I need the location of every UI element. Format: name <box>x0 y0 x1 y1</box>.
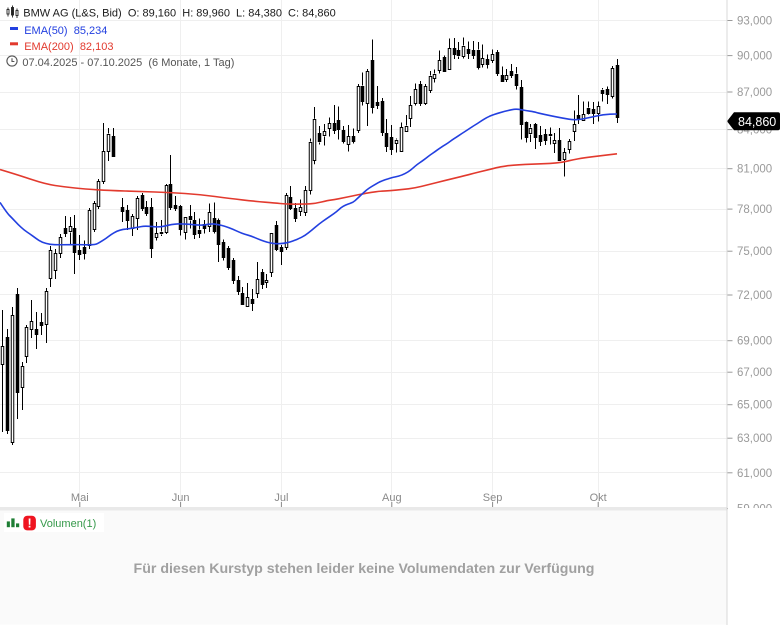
svg-text:EMA(50) 85,234: EMA(50) 85,234 <box>24 25 107 37</box>
svg-text:87,000: 87,000 <box>737 87 772 99</box>
svg-text:07.04.2025 - 07.10.2025 (6 Mo: 07.04.2025 - 07.10.2025 (6 Monate, 1 Tag… <box>22 57 234 69</box>
svg-text:61,000: 61,000 <box>737 468 772 480</box>
svg-text:Volumen(1): Volumen(1) <box>40 518 96 530</box>
svg-text:Jul: Jul <box>274 492 288 504</box>
svg-text:EMA(200) 82,103: EMA(200) 82,103 <box>24 41 113 53</box>
svg-text:65,000: 65,000 <box>737 400 772 412</box>
svg-text:72,000: 72,000 <box>737 290 772 302</box>
svg-text:75,000: 75,000 <box>737 246 772 258</box>
svg-text:63,000: 63,000 <box>737 433 772 445</box>
svg-text:Aug: Aug <box>382 492 402 504</box>
svg-text:Sep: Sep <box>483 492 503 504</box>
svg-text:!: ! <box>28 517 32 531</box>
svg-text:Okt: Okt <box>590 492 607 504</box>
svg-text:78,000: 78,000 <box>737 204 772 216</box>
svg-text:84,860: 84,860 <box>738 115 776 129</box>
svg-text:Jun: Jun <box>172 492 190 504</box>
svg-text:93,000: 93,000 <box>737 16 772 28</box>
svg-text:BMW AG (L&S, Bid) O: 89,160: BMW AG (L&S, Bid) O: 89,160 H: 89,960 L:… <box>23 8 335 20</box>
svg-text:Mai: Mai <box>71 492 89 504</box>
svg-text:67,000: 67,000 <box>737 367 772 379</box>
svg-text:90,000: 90,000 <box>737 51 772 63</box>
svg-text:Für diesen Kurstyp stehen leid: Für diesen Kurstyp stehen leider keine V… <box>134 561 595 577</box>
svg-text:69,000: 69,000 <box>737 336 772 348</box>
svg-text:81,000: 81,000 <box>737 164 772 176</box>
